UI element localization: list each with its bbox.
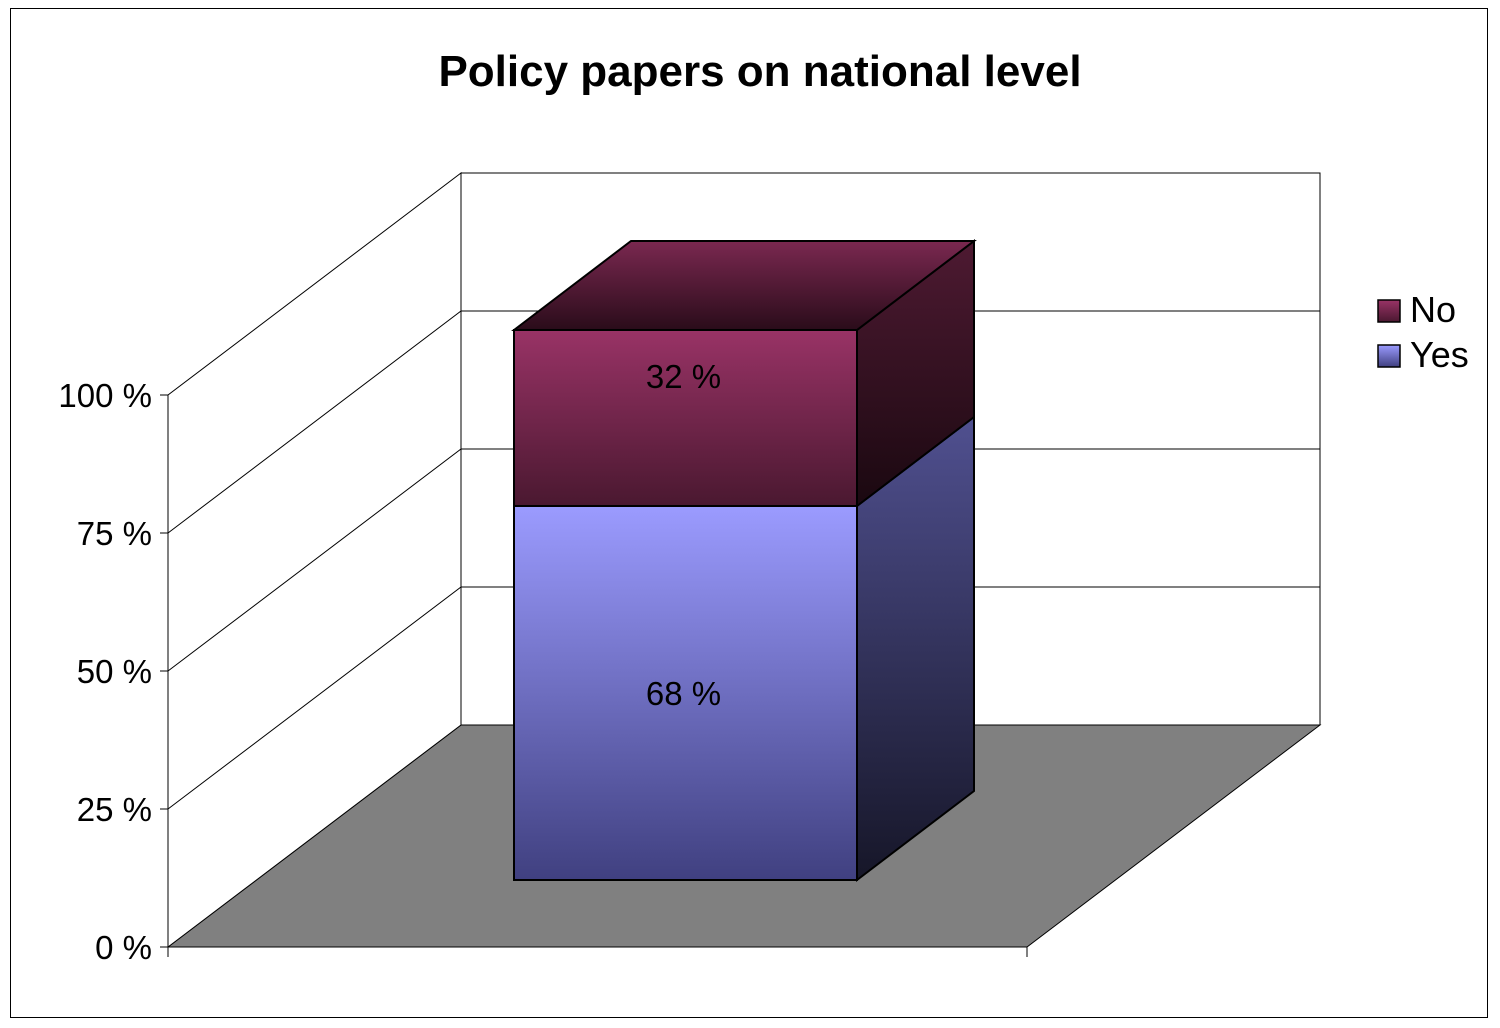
y-tick-label: 0 %: [95, 929, 152, 966]
data-labels: 68 % 32 %: [646, 358, 721, 712]
y-tick-label: 25 %: [77, 791, 152, 828]
bar-no: [513, 329, 858, 507]
legend-label-yes: Yes: [1410, 334, 1469, 375]
y-tick-label: 50 %: [77, 653, 152, 690]
legend-swatch-yes: [1377, 344, 1401, 368]
y-tick-label: 100 %: [58, 377, 152, 414]
legend-label-no: No: [1410, 289, 1456, 330]
bar-no-top: [511, 240, 977, 331]
data-label-yes: 68 %: [646, 675, 721, 712]
gridline: [167, 310, 1320, 534]
bars: [511, 238, 977, 883]
y-axis: 0 % 25 % 50 % 75 % 100 %: [58, 377, 168, 966]
y-tick-label: 75 %: [77, 515, 152, 552]
gridline: [167, 448, 1320, 672]
legend-swatch-no: [1377, 299, 1401, 323]
chart-title: Policy papers on national level: [438, 47, 1081, 96]
data-label-no: 32 %: [646, 358, 721, 395]
gridline: [167, 586, 1320, 810]
gridlines: [167, 310, 1320, 810]
